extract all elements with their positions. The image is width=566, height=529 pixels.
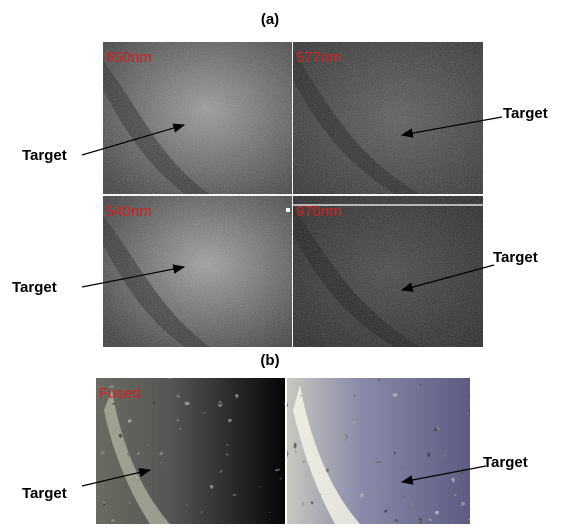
target-label: Target [12,279,57,296]
fused-images [96,378,470,524]
page: {"figure": { "panel_a": {"label": "(a)",… [0,0,566,529]
target-label: Target [22,485,67,502]
panel-label: (b) [260,352,279,369]
image-caption: Fused [99,385,141,402]
target-label: Target [22,147,67,164]
image-caption: 540nm [106,203,152,220]
target-label: Target [493,249,538,266]
target-label: Target [483,454,528,471]
image-caption: 577nm [296,49,342,66]
image-grid [103,42,483,347]
image-caption: 650nm [106,49,152,66]
panel-label: (a) [261,11,279,28]
target-label: Target [503,105,548,122]
figure: (a) 650nm 577nm 540nm 970nm Target Targe… [0,0,566,524]
image-caption: 970nm [296,203,342,220]
